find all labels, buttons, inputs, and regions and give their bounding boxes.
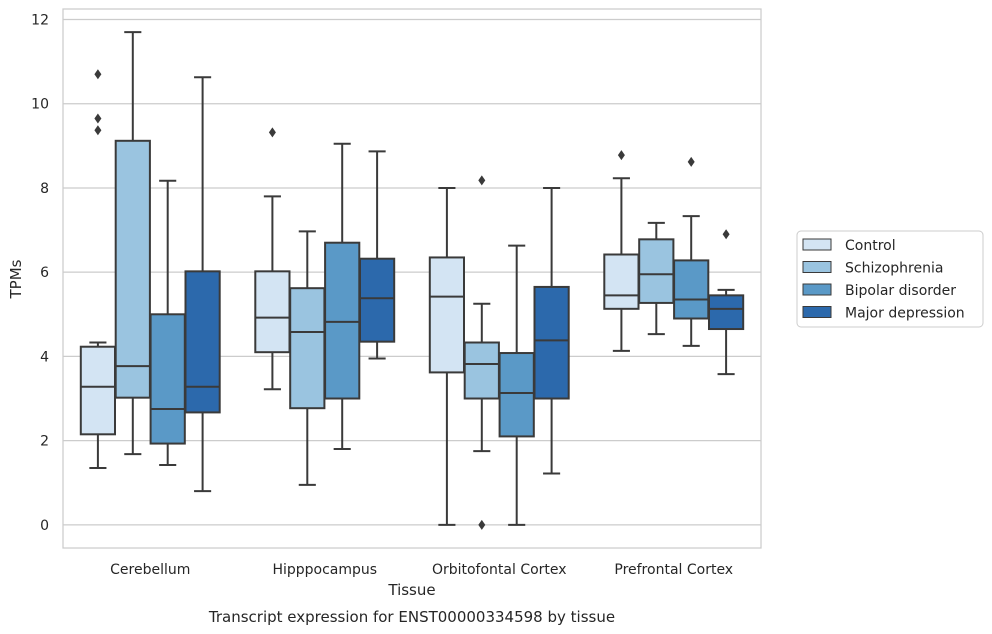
box [707,294,745,331]
legend-frame [796,230,984,328]
outlier-point [722,229,730,240]
box-group [324,142,361,451]
box-group [79,69,117,469]
x-tick-labels: Cerebellum Hipppocampus Orbitofontal Corte… [110,562,733,578]
plot-area [79,31,745,530]
y-tick-label: 6 [40,265,49,281]
legend-swatch [802,283,832,296]
x-tick-label: Cerebellum [110,562,190,578]
box [149,313,186,445]
x-tick-label: Orbitofontal Cortex [432,562,567,578]
plot-frame [62,8,762,549]
box-group [603,150,640,352]
box [114,139,151,399]
box-group [463,175,500,530]
x-axis-label: Tissue [387,581,435,599]
box [79,345,117,436]
y-axis-label: TPMs [7,259,25,299]
y-tick-label: 0 [40,518,49,534]
box [254,270,291,354]
outlier-point [94,125,102,136]
box-group [254,127,291,391]
outlier-point [687,156,695,167]
box-group [707,229,745,376]
box [324,241,361,400]
legend-label: Control [845,238,896,254]
legend-label: Bipolar disorder [845,283,956,299]
box [184,270,221,414]
box-group [358,150,396,360]
outlier-point [617,150,625,161]
box [673,259,710,320]
box [358,257,396,343]
y-tick-label: 12 [31,13,49,29]
outlier-point [478,175,486,186]
box-group [498,244,535,526]
y-tick-label: 8 [40,181,49,197]
legend-swatch [802,238,832,251]
box [638,238,675,304]
box-group [673,156,710,347]
box-group [184,76,221,493]
box [498,352,535,438]
box [603,253,640,310]
legend-swatch [802,261,832,273]
box-group [638,221,675,336]
y-tick-labels: 0 2 4 6 8 10 12 [31,13,49,534]
x-tick-label: Hipppocampus [272,562,377,578]
outlier-point [268,127,276,138]
box [428,256,466,374]
box [533,285,570,400]
y-tick-label: 2 [40,434,49,450]
box-group [533,186,570,475]
box-group [114,31,151,456]
y-tick-label: 4 [40,349,49,365]
box-group [428,186,466,526]
box-group [149,179,186,467]
legend-label: Major depression [845,306,965,322]
legend: Control Schizophrenia Bipolar disorder Majo… [796,230,984,328]
outlier-point [478,519,486,530]
box [289,287,326,410]
box [463,341,500,400]
chart-caption: Transcript expression for ENST0000033459… [208,608,615,626]
legend-swatch [802,306,832,318]
y-tick-label: 10 [31,97,49,113]
outlier-point [94,113,102,124]
x-tick-label: Prefrontal Cortex [614,562,733,578]
box-group [289,230,326,486]
legend-label: Schizophrenia [845,261,943,277]
outlier-point [94,69,102,80]
